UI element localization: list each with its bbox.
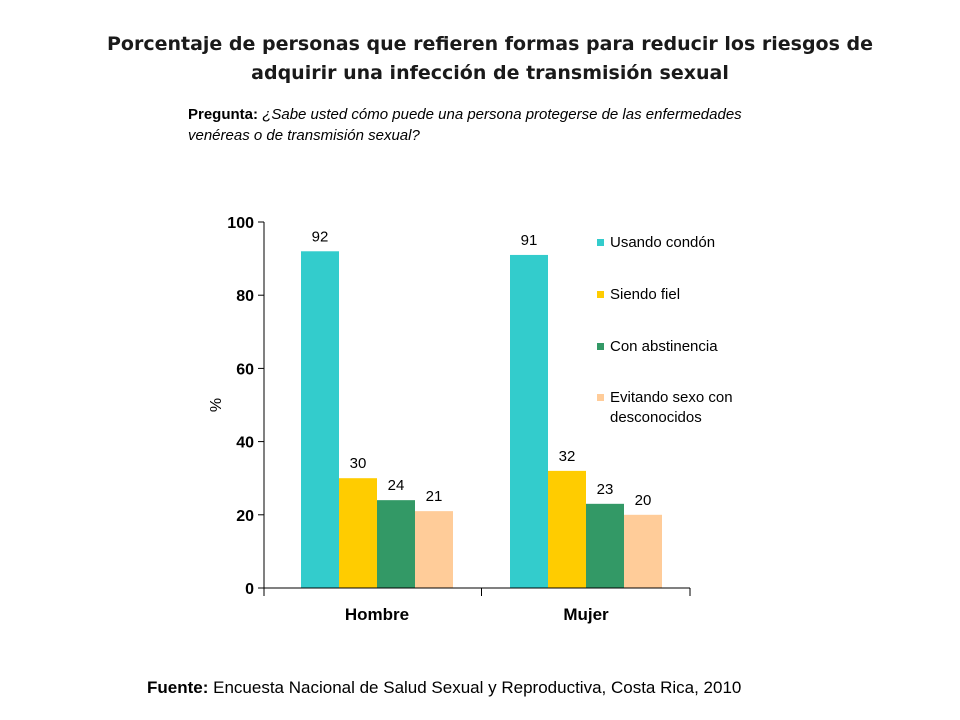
y-tick-label: 0 [245,581,254,598]
data-label: 32 [559,448,576,465]
data-label: 91 [521,232,538,249]
y-tick-label: 60 [236,361,254,378]
chart-title: Porcentaje de personas que refieren form… [80,30,900,88]
legend-swatch [597,291,604,298]
question-text: Pregunta: ¿Sabe usted cómo puede una per… [188,104,788,146]
legend-swatch [597,239,604,246]
source-text: Encuesta Nacional de Salud Sexual y Repr… [213,678,742,697]
data-label: 21 [426,488,443,505]
bar [624,514,662,588]
chart-title-line1: Porcentaje de personas que refieren form… [106,33,874,55]
y-axis-label: % [208,398,225,412]
x-tick-label: Mujer [563,605,609,624]
data-label: 24 [388,477,405,494]
data-label: 23 [597,481,614,498]
bar [415,511,453,588]
y-tick-label: 20 [236,508,254,525]
data-label: 92 [312,228,329,245]
y-tick-label: 100 [227,215,254,232]
legend-label: Evitando sexo con [610,389,733,406]
x-tick-label: Hombre [345,605,409,624]
bar [548,470,586,588]
legend-swatch [597,343,604,350]
source-note: Fuente: Encuesta Nacional de Salud Sexua… [147,678,741,698]
y-tick-label: 40 [236,435,254,452]
y-tick-label: 80 [236,288,254,305]
bar [510,254,548,588]
legend-swatch [597,394,604,401]
bar [339,478,377,588]
data-label: 20 [635,492,652,509]
legend-label: Con abstinencia [610,338,718,355]
source-label: Fuente: [147,678,209,697]
legend-label-line2: desconocidos [610,409,702,426]
bar [377,500,415,588]
question-body: ¿Sabe usted cómo puede una persona prote… [188,106,742,144]
chart-title-line2: adquirir una infección de transmisión se… [251,62,729,84]
bar [301,251,339,588]
bar [586,503,624,588]
legend-label: Usando condón [610,234,715,251]
data-label: 30 [350,455,367,472]
legend-label: Siendo fiel [610,286,680,303]
question-label: Pregunta: [188,106,259,123]
